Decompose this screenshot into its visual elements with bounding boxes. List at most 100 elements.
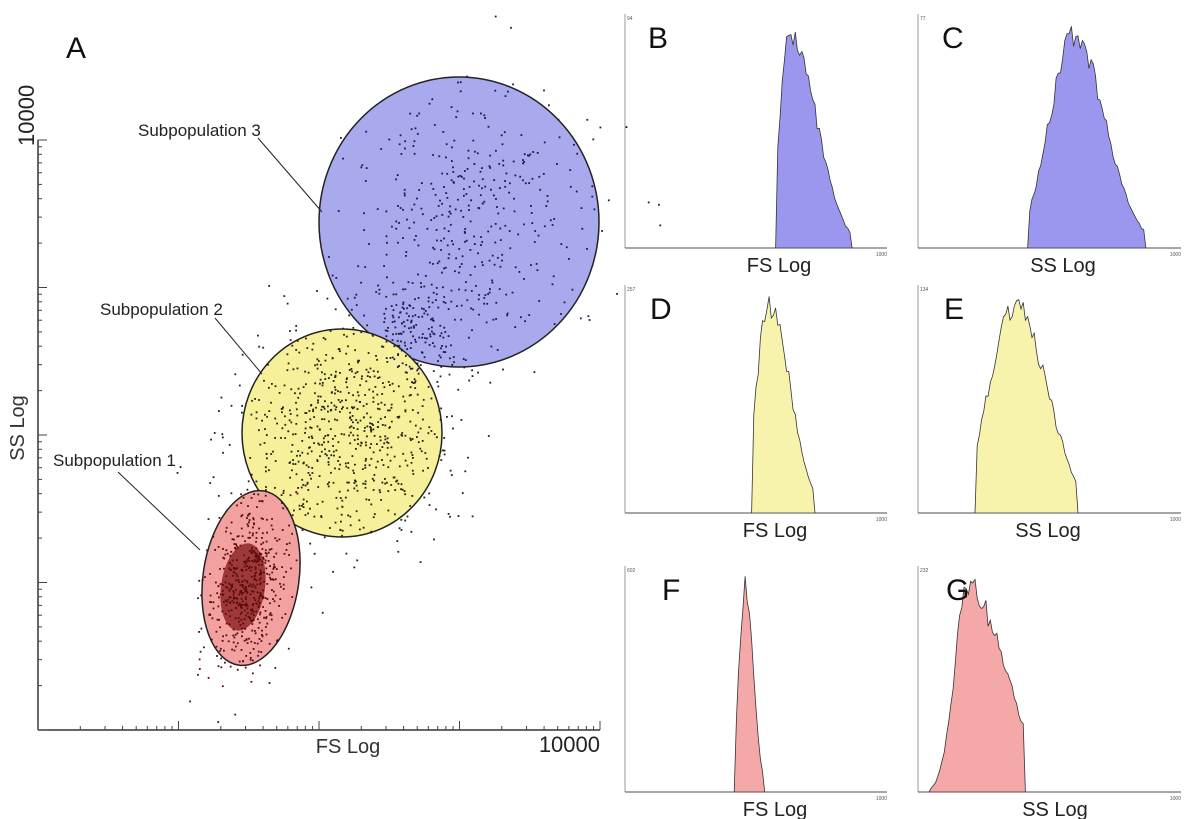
event-dot: [247, 505, 249, 507]
event-dot: [357, 361, 359, 364]
event-dot: [469, 220, 472, 223]
event-dot: [413, 326, 415, 329]
event-dot: [333, 454, 335, 457]
event-dot: [534, 230, 537, 232]
event-dot: [254, 630, 256, 632]
event-dot: [464, 232, 466, 234]
event-dot: [231, 583, 234, 586]
event-dot: [406, 218, 408, 221]
event-dot: [330, 454, 333, 457]
event-dot: [326, 434, 329, 437]
event-dot: [243, 554, 245, 557]
event-dot: [258, 527, 260, 530]
event-dot: [238, 660, 241, 663]
event-dot: [367, 371, 370, 374]
event-dot: [433, 248, 436, 251]
event-dot: [347, 462, 350, 464]
event-dot: [251, 590, 254, 593]
event-dot: [420, 282, 422, 284]
event-dot: [607, 199, 610, 202]
event-dot: [244, 563, 247, 565]
event-dot: [478, 313, 480, 316]
event-dot: [340, 433, 343, 435]
event-dot: [259, 583, 262, 586]
event-dot: [303, 461, 305, 464]
histogram-xmax-label: 1000: [1170, 796, 1181, 802]
event-dot: [264, 597, 267, 599]
event-dot: [261, 548, 264, 550]
event-dot: [341, 407, 343, 410]
event-dot: [245, 588, 247, 591]
event-dot: [398, 465, 401, 468]
event-dot: [339, 350, 341, 353]
event-dot: [386, 453, 389, 456]
event-dot: [428, 504, 431, 506]
event-dot: [222, 593, 224, 596]
event-dot: [352, 469, 355, 472]
event-dot: [334, 376, 336, 378]
event-dot: [250, 413, 253, 416]
event-dot: [268, 573, 271, 576]
event-dot: [263, 580, 265, 583]
event-dot: [283, 295, 286, 297]
event-dot: [264, 610, 267, 612]
event-dot: [250, 549, 253, 552]
event-dot: [513, 197, 515, 200]
event-dot: [296, 454, 298, 457]
event-dot: [261, 563, 263, 566]
event-dot: [237, 579, 240, 581]
event-dot: [530, 264, 532, 266]
event-dot: [420, 207, 423, 210]
event-dot: [411, 409, 414, 411]
event-dot: [355, 419, 358, 421]
event-dot: [251, 629, 254, 632]
event-dot: [258, 578, 261, 581]
event-dot: [401, 434, 403, 437]
event-dot: [291, 596, 294, 598]
event-dot: [294, 433, 297, 435]
event-dot: [353, 472, 355, 474]
event-dot: [330, 401, 333, 404]
event-dot: [275, 568, 278, 570]
event-dot: [403, 192, 406, 195]
event-dot: [253, 493, 255, 495]
event-dot: [446, 244, 449, 247]
event-dot: [460, 209, 462, 212]
event-dot: [438, 455, 441, 457]
event-dot: [385, 210, 388, 213]
event-dot: [551, 224, 554, 226]
event-dot: [420, 450, 423, 453]
event-dot: [233, 568, 236, 570]
event-dot: [497, 212, 500, 215]
event-dot: [267, 560, 270, 562]
event-dot: [207, 518, 210, 520]
event-dot: [453, 139, 456, 142]
event-dot: [225, 586, 227, 588]
event-dot: [272, 579, 275, 581]
event-dot: [235, 579, 237, 582]
event-dot: [498, 187, 501, 189]
event-dot: [353, 376, 356, 378]
event-dot: [244, 627, 247, 630]
event-dot: [372, 396, 375, 399]
event-dot: [258, 429, 260, 432]
event-dot: [372, 489, 375, 491]
event-dot: [217, 546, 220, 548]
event-dot: [501, 259, 503, 262]
event-dot: [252, 590, 255, 593]
event-dot: [262, 346, 265, 349]
event-dot: [405, 312, 408, 315]
event-dot: [247, 567, 250, 570]
event-dot: [332, 450, 335, 453]
panel-letter-c: C: [942, 22, 964, 55]
event-dot: [353, 482, 356, 484]
event-dot: [332, 445, 334, 447]
event-dot: [271, 571, 274, 574]
event-dot: [398, 415, 401, 418]
event-dot: [313, 515, 316, 518]
event-dot: [417, 367, 420, 370]
event-dot: [659, 224, 662, 227]
event-dot: [233, 597, 235, 600]
event-dot: [231, 559, 234, 562]
event-dot: [421, 315, 424, 318]
